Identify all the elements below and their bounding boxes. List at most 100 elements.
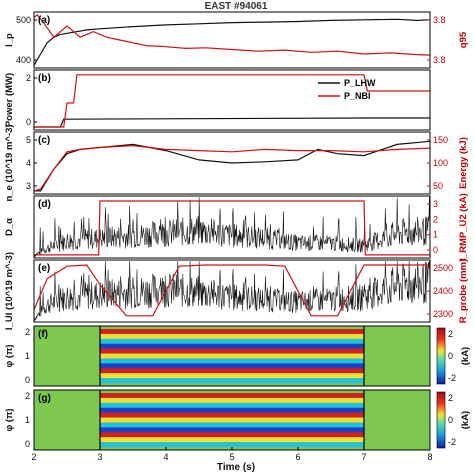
- heatmap-stripe: [100, 333, 364, 340]
- panel-frame: [33, 325, 431, 387]
- colorbar-tick-label: 2: [448, 329, 453, 339]
- panel-4: 2300 2400 2500 I_UI (10^19 m^-3) R_probe (mm…: [4, 252, 469, 330]
- heatmap-stripe: [100, 412, 364, 418]
- y-tick-label: 400: [16, 55, 31, 65]
- y-axis-label: D_α: [4, 218, 15, 236]
- heatmap-stripe: [100, 393, 364, 399]
- colorbar-tick-label: -2: [448, 437, 456, 447]
- panel-frame: [33, 69, 431, 131]
- y-axis-label: φ (π): [4, 344, 15, 367]
- y-axis-label: φ (π): [4, 408, 15, 431]
- y-tick-label: 3: [26, 181, 31, 191]
- y2-axis-label: Energy (kJ): [458, 137, 469, 189]
- y2-tick-label: 2500: [433, 263, 453, 273]
- y-tick-label: 0: [25, 439, 30, 449]
- panel-tag: (b): [38, 73, 51, 84]
- series-line-right-1: [34, 200, 430, 256]
- heatmap-stripe: [100, 422, 364, 428]
- x-tick-label: 3: [97, 452, 102, 462]
- y2-axis-label: I_RMP_U2 (kA): [458, 193, 469, 261]
- panel-2: 3 4 5 50 100 150 n_e (10^19 m^-3) Energy (kJ) (c…: [4, 124, 469, 201]
- y2-tick-label: 2: [433, 214, 438, 224]
- colorbar-tick-label: 0: [448, 415, 453, 425]
- y2-tick-label: 3: [433, 199, 438, 209]
- x-axis-label: Time (s): [217, 462, 255, 473]
- y2-tick-label: 3.8: [433, 15, 446, 25]
- x-tick-label: 6: [295, 452, 300, 462]
- heatmap-stripe: [100, 432, 364, 438]
- legend-entry: P_LHW: [344, 78, 376, 88]
- y-tick-label: 0: [26, 117, 31, 127]
- y-tick-label: 0: [25, 375, 30, 385]
- y-tick-label: 2: [26, 73, 31, 83]
- y-axis-label: I_p: [4, 33, 15, 47]
- panel-tag: (f): [38, 329, 48, 340]
- y2-tick-label: 50: [433, 181, 443, 191]
- colorbar-tick-label: 2: [448, 393, 453, 403]
- panel-0: 400 500 3.8 3.8 I_p q95 (a): [4, 11, 469, 69]
- x-tick-label: 2: [31, 452, 36, 462]
- colorbar-label: (kA): [460, 411, 471, 429]
- y-tick-label: 2: [25, 327, 30, 337]
- series-line-left-0: [34, 140, 431, 192]
- heatmap-stripe: [100, 397, 364, 404]
- heatmap-stripe: [100, 353, 364, 359]
- series-line-right-1: [33, 144, 431, 192]
- panel-tag: (c): [38, 135, 50, 146]
- series-line-P_NBI: [34, 74, 430, 128]
- x-tick-label: 4: [163, 452, 168, 462]
- heatmap-stripe: [100, 378, 364, 384]
- heatmap-stripe: [100, 442, 364, 448]
- colorbar: [436, 391, 446, 449]
- heatmap-stripe: [100, 373, 364, 379]
- heatmap-stripe: [100, 343, 364, 349]
- plot-area: [34, 70, 430, 130]
- y-axis-label: I_UI (10^19 m^-3): [4, 252, 15, 330]
- panel-tag: (g): [38, 393, 51, 404]
- panel-tag: (e): [38, 263, 50, 274]
- y-axis-label: n_e (10^19 m^-3): [4, 124, 15, 201]
- colorbar-tick-label: 0: [448, 351, 453, 361]
- colorbar-tick-label: -2: [448, 373, 456, 383]
- panel-1: 0 2 Power (MW) P_LHW P_NBI (b): [4, 69, 431, 131]
- heatmap-stripe: [100, 338, 364, 345]
- colorbar-label: (kA): [460, 347, 471, 365]
- heatmap-stripe: [100, 363, 364, 369]
- y-tick-label: 2: [25, 391, 30, 401]
- panel-3: 0 1 2 3 D_α I_RMP_U2 (kA) (d): [4, 193, 469, 261]
- y2-tick-label: 3.8: [433, 55, 446, 65]
- figure-title: EAST #94061: [205, 1, 268, 12]
- panel-5: 2 1 0 φ (π) 2 0 -2 (kA) (f): [4, 325, 471, 387]
- y-tick-label: 1: [25, 415, 30, 425]
- series-line-left-0: [33, 261, 431, 321]
- heatmap-stripe: [100, 417, 364, 423]
- panel-tag: (a): [38, 15, 50, 26]
- x-tick-label: 5: [229, 452, 234, 462]
- panel-frame: [33, 11, 431, 69]
- y-tick-label: 5: [26, 135, 31, 145]
- x-tick-label: 8: [427, 452, 432, 462]
- heatmap-stripe: [100, 427, 364, 433]
- heatmap-stripe: [100, 407, 364, 413]
- y-tick-label: 4: [26, 158, 31, 168]
- y2-tick-label: 0: [433, 245, 438, 255]
- x-tick-label: 7: [361, 452, 366, 462]
- y2-tick-label: 100: [433, 158, 448, 168]
- heatmap-stripe: [100, 329, 364, 335]
- y-tick-label: 500: [16, 15, 31, 25]
- y-tick-label: 1: [25, 351, 30, 361]
- y2-axis-label: q95: [458, 31, 469, 48]
- y2-tick-label: 150: [433, 135, 448, 145]
- panel-6: 2 1 0 φ (π) 2 0 -2 (kA) (g): [4, 389, 471, 451]
- heatmap-stripe: [100, 358, 364, 364]
- plot-area: [34, 12, 430, 68]
- y2-axis-label: R_probe (mm): [458, 259, 469, 323]
- y-axis-label: Power (MW): [4, 73, 15, 127]
- heatmap-stripe: [100, 437, 364, 443]
- panel-tag: (d): [38, 199, 51, 210]
- series-line-right-1: [33, 13, 431, 56]
- heatmap-stripe: [100, 348, 364, 354]
- colorbar: [436, 327, 446, 385]
- y2-tick-label: 2400: [433, 286, 453, 296]
